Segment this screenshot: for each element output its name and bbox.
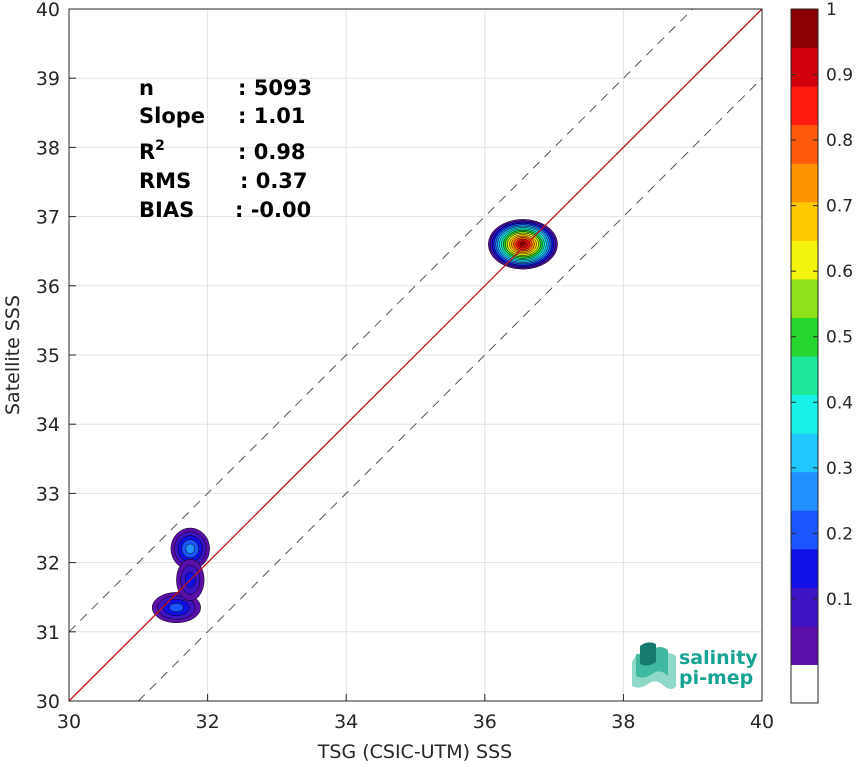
y-tick-label: 32 <box>36 553 60 575</box>
x-tick-label: 36 <box>473 711 497 733</box>
logo-text-pimep: pi-mep <box>679 667 753 689</box>
salinity-pi-mep-logo: salinity pi-mep <box>632 642 758 689</box>
offset-dashed-line <box>137 77 763 702</box>
colorbar-tick-label: 0.5 <box>826 328 853 348</box>
axis-ticks: 30 32 34 36 38 40 30 31 32 33 34 35 36 37 38 39 40 <box>36 0 774 733</box>
reference-lines <box>68 8 763 702</box>
stat-label: RMS <box>139 169 191 193</box>
colorbar-segment <box>791 240 818 280</box>
offset-dashed-line <box>68 8 694 633</box>
colorbar-segment <box>791 356 818 396</box>
density-contour-low-lower <box>169 602 184 613</box>
colorbar-segment <box>791 625 818 665</box>
x-tick-label: 30 <box>57 711 81 733</box>
colorbar-segment <box>791 433 818 473</box>
y-tick-label: 35 <box>36 345 60 367</box>
x-tick-label: 40 <box>750 711 774 733</box>
x-axis-label: TSG (CSIC-UTM) SSS <box>317 741 512 763</box>
colorbar-tick-label: 0.2 <box>826 524 853 544</box>
stats-box: n : 5093 Slope : 1.01 R2 : 0.98 RMS : 0.37 BIAS:… <box>139 76 312 222</box>
stat-value: : 5093 <box>238 76 312 100</box>
colorbar-tick-label: 0.8 <box>826 131 853 151</box>
y-tick-label: 36 <box>36 276 60 298</box>
colorbar-tick-label: 0.9 <box>826 66 853 86</box>
colorbar-segment <box>791 47 818 87</box>
colorbar-tick-label: 0.3 <box>826 459 853 479</box>
colorbar-segment <box>791 124 818 164</box>
y-tick-label: 33 <box>36 483 60 505</box>
colorbar-segment <box>791 163 818 203</box>
x-tick-label: 38 <box>611 711 635 733</box>
colorbar-segment <box>791 86 818 126</box>
colorbar-segment <box>791 664 818 704</box>
x-tick-label: 32 <box>196 711 220 733</box>
colorbar-tick-label: 0.1 <box>826 590 853 610</box>
colorbar-segment <box>791 9 818 49</box>
colorbar-segment <box>791 510 818 550</box>
colorbar-tick-label: 0.7 <box>826 197 853 217</box>
stat-value: : 0.98 <box>238 140 306 164</box>
x-tick-label: 34 <box>334 711 358 733</box>
stat-label: Slope <box>139 104 205 128</box>
colorbar-tick-label: 0.6 <box>826 262 853 282</box>
colorbar-tick-label: 1 <box>826 0 837 20</box>
y-tick-label: 34 <box>36 414 60 436</box>
colorbar: 0.1 0.2 0.3 0.4 0.5 0.6 0.7 0.8 0.9 1 <box>790 0 853 704</box>
y-tick-label: 31 <box>36 622 60 644</box>
colorbar-segment <box>791 201 818 241</box>
stat-value: : -0.00 <box>235 198 311 222</box>
colorbar-frame <box>790 8 819 704</box>
y-tick-label: 37 <box>36 207 60 229</box>
stat-label: BIAS <box>139 198 194 222</box>
colorbar-segment <box>791 394 818 434</box>
density-contour-low-upper <box>185 543 196 554</box>
stat-value: : 0.37 <box>240 169 308 193</box>
y-tick-label: 30 <box>36 691 60 713</box>
y-tick-label: 39 <box>36 68 60 90</box>
logo-text-salinity: salinity <box>679 647 758 669</box>
stat-label: n <box>139 76 154 100</box>
logo-mark-icon <box>632 642 676 689</box>
y-tick-label: 40 <box>36 0 60 21</box>
y-tick-label: 38 <box>36 137 60 159</box>
colorbar-tick-label: 0.4 <box>826 393 853 413</box>
y-axis-label: Satellite SSS <box>2 295 24 415</box>
stat-value: : 1.01 <box>238 104 306 128</box>
colorbar-segment <box>791 471 818 511</box>
colorbar-segment <box>791 587 818 627</box>
stat-label: R2 <box>139 138 165 164</box>
colorbar-segment <box>791 548 818 588</box>
colorbar-segment <box>791 278 818 318</box>
one-to-one-line <box>68 8 763 702</box>
